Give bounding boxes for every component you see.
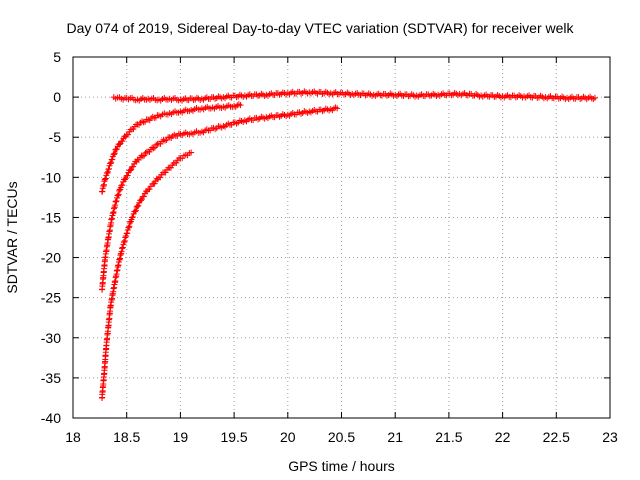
data-point — [108, 159, 115, 166]
data-point — [102, 175, 109, 182]
data-point — [129, 214, 136, 221]
data-point — [334, 105, 341, 112]
y-axis-label: SDTVAR / TECUs — [4, 181, 20, 293]
x-tick-label: 22 — [495, 429, 511, 445]
data-point — [124, 172, 131, 179]
data-point — [141, 152, 148, 159]
y-tick-label: -20 — [41, 250, 61, 266]
x-axis-ticks: 18 18.5 19 19.5 20 20.5 21 21.5 22 22.5 23 — [65, 57, 618, 445]
data-point — [126, 223, 133, 230]
y-tick-label: -5 — [49, 129, 62, 145]
data-point — [113, 197, 120, 204]
y-tick-label: -30 — [41, 330, 61, 346]
data-point — [130, 126, 137, 133]
y-tick-label: 5 — [53, 49, 61, 65]
data-point — [142, 149, 149, 156]
y-tick-label: -25 — [41, 290, 61, 306]
data-point — [168, 164, 175, 171]
grid-lines — [73, 57, 610, 418]
data-point — [111, 151, 118, 158]
series-arc-1 — [98, 101, 244, 195]
data-point — [119, 181, 126, 188]
data-point — [130, 163, 137, 170]
data-point — [113, 146, 120, 153]
data-point — [188, 149, 195, 156]
x-tick-label: 20 — [280, 429, 296, 445]
data-point — [151, 144, 158, 151]
x-tick-label: 18 — [65, 429, 81, 445]
data-point — [125, 131, 132, 138]
x-tick-label: 21 — [387, 429, 403, 445]
y-tick-label: 0 — [53, 89, 61, 105]
data-point — [139, 153, 146, 160]
data-point — [127, 167, 134, 174]
data-point — [132, 207, 139, 214]
data-point — [111, 150, 118, 157]
y-axis-ticks: 5 0 -5 -10 -15 -20 -25 -30 -35 -40 — [41, 49, 610, 426]
data-point — [116, 141, 123, 148]
data-point — [237, 102, 244, 109]
data-point — [104, 170, 111, 177]
x-tick-label: 22.5 — [543, 429, 570, 445]
x-tick-label: 18.5 — [113, 429, 140, 445]
data-point — [109, 156, 116, 163]
plot-frame — [72, 56, 611, 419]
x-tick-label: 21.5 — [435, 429, 462, 445]
chart-title: Day 074 of 2019, Sidereal Day-to-day VTE… — [66, 20, 574, 36]
data-point — [146, 186, 153, 193]
data-point — [125, 224, 132, 231]
x-axis-label: GPS time / hours — [288, 458, 395, 474]
data-point — [124, 230, 131, 237]
data-point — [591, 94, 598, 101]
x-tick-label: 23 — [602, 429, 618, 445]
data-point — [162, 169, 169, 176]
data-point — [149, 113, 156, 120]
data-point — [138, 197, 145, 204]
data-point — [107, 160, 114, 167]
data-point — [115, 192, 122, 199]
data-point — [119, 138, 126, 145]
data-point — [104, 168, 111, 175]
data-point — [173, 159, 180, 166]
data-point — [121, 176, 128, 183]
x-tick-label: 19 — [173, 429, 189, 445]
x-tick-label: 19.5 — [220, 429, 247, 445]
data-point — [157, 174, 164, 181]
x-tick-label: 20.5 — [328, 429, 355, 445]
data-points — [98, 88, 598, 401]
y-tick-label: -10 — [41, 169, 61, 185]
data-point — [162, 137, 169, 144]
series-arc-main — [110, 88, 598, 104]
data-point — [135, 202, 142, 209]
data-point — [140, 193, 147, 200]
series-arc-2 — [98, 104, 341, 293]
data-point — [115, 191, 122, 198]
y-tick-label: -35 — [41, 370, 61, 386]
series-arc-3 — [98, 149, 195, 401]
y-tick-label: -40 — [41, 410, 61, 426]
data-point — [132, 208, 139, 215]
data-point — [153, 141, 160, 148]
data-point — [151, 180, 158, 187]
data-point — [150, 145, 157, 152]
y-tick-label: -15 — [41, 209, 61, 225]
data-point — [105, 165, 112, 172]
